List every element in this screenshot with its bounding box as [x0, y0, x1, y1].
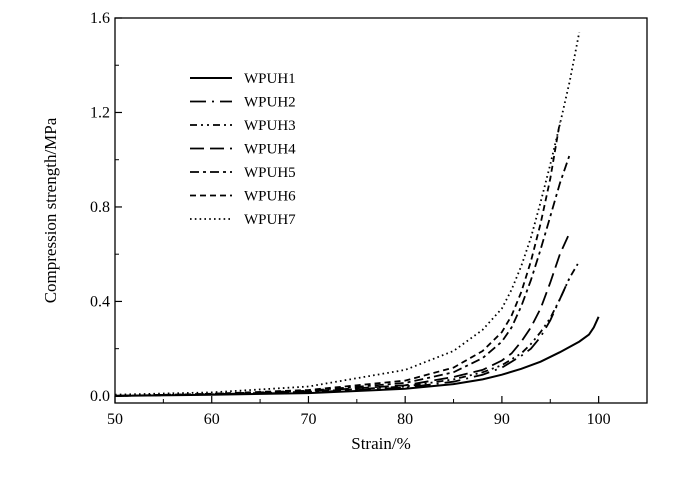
y-tick-label: 0.8 — [90, 199, 110, 216]
legend-label-7: WPUH7 — [244, 212, 296, 228]
y-tick-label: 0.0 — [90, 388, 110, 405]
legend-label-4: WPUH4 — [244, 142, 296, 158]
series-line-5 — [114, 154, 571, 397]
series-line-2 — [114, 277, 571, 397]
y-tick-label: 0.4 — [90, 293, 110, 310]
x-tick-label: 100 — [587, 411, 611, 428]
y-tick-label: 1.2 — [90, 104, 110, 121]
x-axis-label: Strain/% — [351, 434, 411, 453]
series-line-3 — [114, 260, 581, 397]
series-line-1 — [114, 316, 600, 397]
x-tick-label: 50 — [107, 411, 123, 428]
series-line-7 — [114, 32, 581, 396]
legend-label-2: WPUH2 — [244, 95, 296, 111]
plot-lines — [114, 32, 600, 397]
y-axis-label: Compression strength/MPa — [41, 117, 60, 303]
y-tick-label: 1.6 — [90, 10, 110, 27]
legend-label-5: WPUH5 — [244, 165, 296, 181]
legend-label-1: WPUH1 — [244, 71, 296, 87]
x-tick-label: 80 — [397, 411, 413, 428]
series-line-4 — [114, 232, 571, 397]
axis-ticks: 50 60 70 80 90 100 0.0 0.4 0.8 1.2 1.6 — [90, 10, 648, 428]
legend: WPUH1 WPUH2 WPUH3 WPUH4 WPUH5 WPUH6 WPUH7 — [190, 71, 296, 228]
x-tick-label: 70 — [300, 411, 316, 428]
series-line-6 — [114, 121, 561, 397]
x-tick-label: 60 — [204, 411, 220, 428]
plot-frame — [114, 17, 648, 404]
legend-label-3: WPUH3 — [244, 118, 296, 134]
x-tick-label: 90 — [494, 411, 510, 428]
legend-label-6: WPUH6 — [244, 189, 296, 205]
